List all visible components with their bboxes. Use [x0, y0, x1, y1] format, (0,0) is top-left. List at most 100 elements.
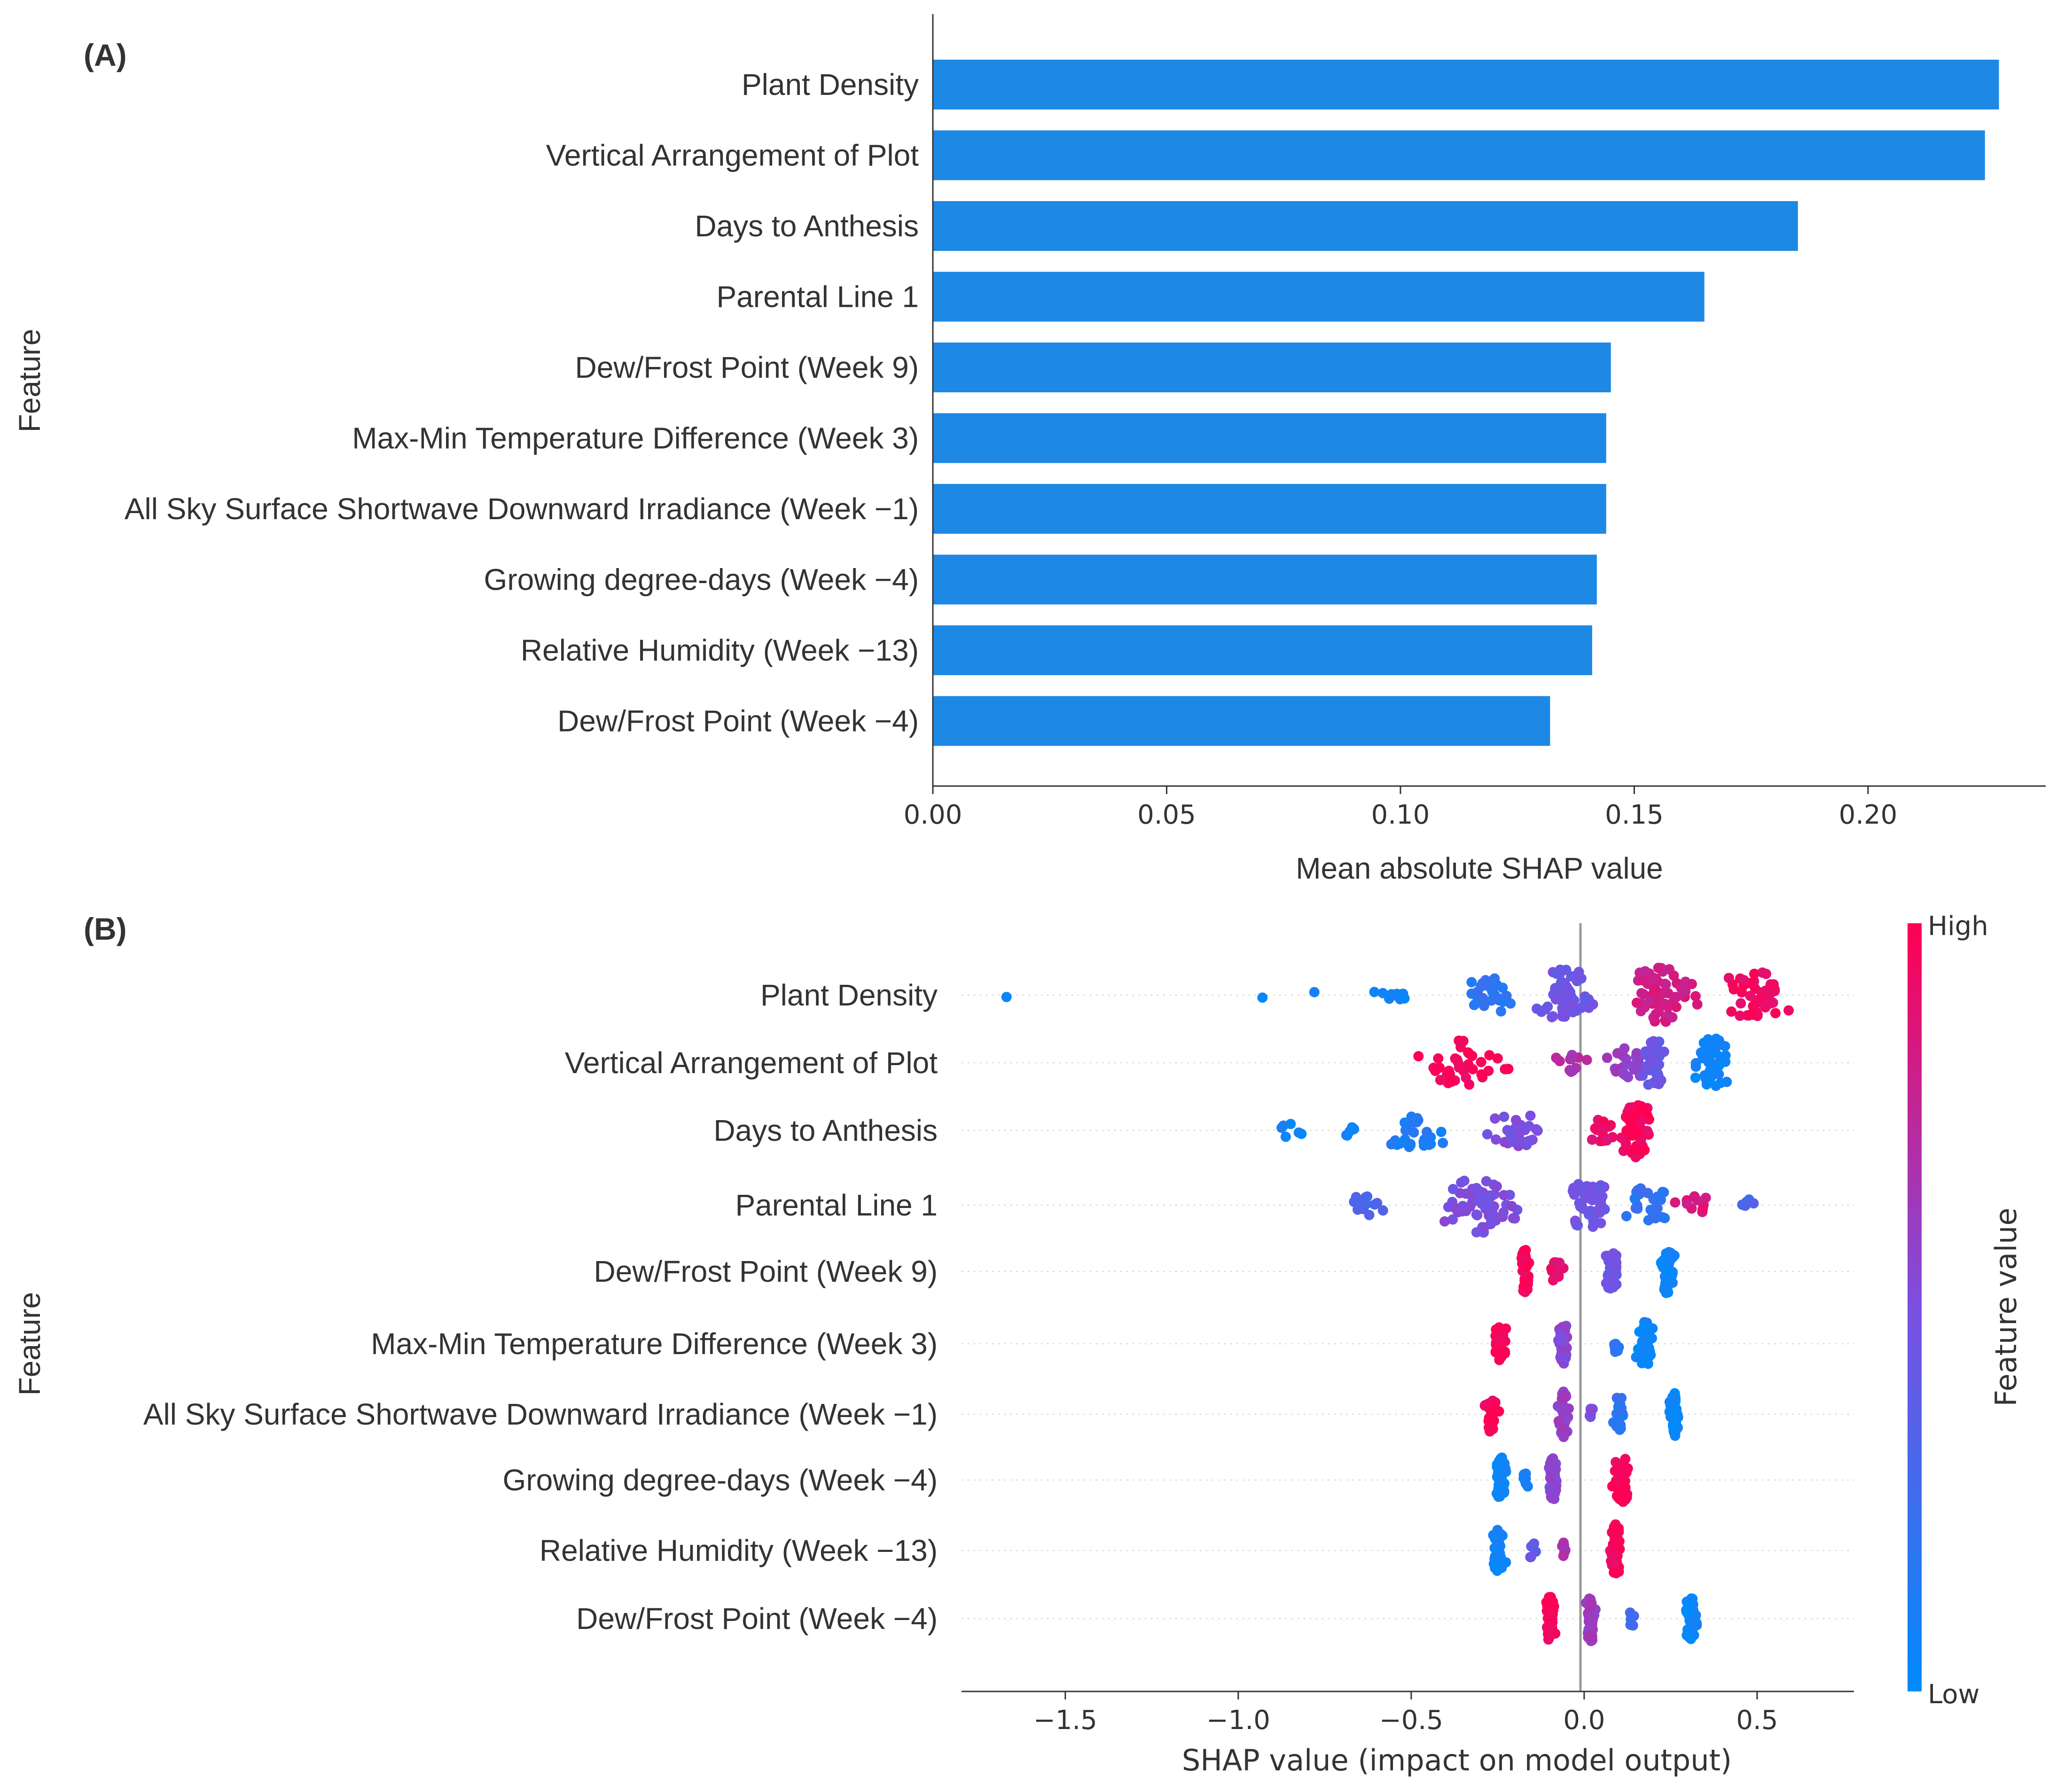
shap-dot: [1613, 1492, 1624, 1503]
shap-dot: [1471, 1209, 1482, 1220]
category-label: Dew/Frost Point (Week −4): [557, 704, 919, 738]
shap-dot: [1430, 1066, 1441, 1076]
shap-dot: [1629, 1145, 1640, 1155]
shap-dot: [1636, 988, 1647, 998]
shap-dot: [1621, 1142, 1632, 1153]
category-label: Dew/Frost Point (Week 9): [575, 351, 919, 384]
shap-dot: [1608, 1275, 1619, 1286]
shap-dot: [1705, 1066, 1715, 1076]
x-tick-label: 0.20: [1839, 800, 1898, 830]
shap-dot: [1364, 1209, 1375, 1220]
shap-dot: [1503, 1064, 1514, 1075]
shap-dot: [1519, 1280, 1530, 1291]
shap-dot: [1545, 1621, 1556, 1631]
shap-dot: [1510, 1114, 1521, 1125]
shap-dot: [1500, 1346, 1510, 1357]
shap-dot: [1404, 1142, 1415, 1153]
shap-dot: [1491, 1181, 1502, 1192]
shap-dot: [1547, 1493, 1557, 1504]
shap-dot: [1543, 1634, 1554, 1645]
shap-dot: [1641, 1107, 1652, 1118]
panel-b-beeswarm-dots: [1001, 963, 1794, 1646]
shap-dot: [1736, 998, 1746, 1009]
shap-dot: [1690, 991, 1701, 1002]
shap-dot: [1640, 1343, 1651, 1354]
shap-dot: [1631, 997, 1642, 1008]
shap-dot: [1494, 1475, 1504, 1486]
shap-dot: [1479, 1222, 1490, 1233]
category-label: Plant Density: [742, 68, 919, 101]
shap-dot: [1488, 988, 1499, 998]
shap-dot: [1621, 1054, 1632, 1065]
shap-dot: [1386, 989, 1397, 999]
shap-dot: [1520, 1468, 1531, 1479]
shap-dot: [1520, 1245, 1531, 1255]
shap-dot: [1278, 1120, 1289, 1131]
shap-dot: [1629, 1193, 1640, 1204]
shap-dot: [1584, 1598, 1595, 1609]
x-tick-label: 0.5: [1736, 1705, 1778, 1736]
category-label: Parental Line 1: [716, 280, 919, 314]
shap-dot: [1613, 1401, 1624, 1412]
shap-dot: [1438, 1138, 1448, 1148]
shap-dot: [1690, 1072, 1701, 1083]
x-tick-label: −0.5: [1379, 1705, 1443, 1736]
shap-dot: [1651, 1205, 1662, 1215]
shap-dot: [1663, 1002, 1674, 1013]
category-label: Max-Min Temperature Difference (Week 3): [352, 421, 919, 455]
shap-dot: [1669, 1420, 1680, 1431]
category-label: Max-Min Temperature Difference (Week 3): [371, 1327, 938, 1361]
shap-dot: [1418, 1140, 1429, 1151]
shap-dot: [1469, 999, 1479, 1010]
shap-dot: [1495, 1006, 1506, 1017]
shap-dot: [1653, 963, 1664, 974]
panel-b-category-labels: Plant Density Vertical Arrangement of Plo…: [143, 978, 938, 1636]
shap-dot: [1748, 1198, 1759, 1209]
panel-a-bars: [933, 60, 1999, 746]
shap-dot: [1608, 1417, 1619, 1428]
bar-dew-frost-point-week-4: [933, 696, 1550, 746]
shap-dot: [1740, 1200, 1751, 1211]
shap-dot: [1457, 1200, 1468, 1211]
shap-dot: [1713, 1035, 1724, 1046]
shap-dot: [1369, 987, 1380, 997]
shap-dot: [1667, 1395, 1678, 1405]
shap-dot: [1588, 1614, 1598, 1625]
shap-dot: [1443, 1201, 1454, 1212]
shap-dot: [1642, 1126, 1653, 1137]
shap-dot: [1542, 1598, 1553, 1609]
bar-plant-density: [933, 60, 1999, 109]
shap-dot: [1654, 1059, 1665, 1070]
shap-dot: [1645, 996, 1656, 1006]
colorbar-high-label: High: [1928, 911, 1988, 942]
shap-dot: [1488, 1400, 1499, 1410]
shap-dot: [1570, 1215, 1580, 1226]
shap-dot: [1657, 1212, 1668, 1223]
category-label: Days to Anthesis: [713, 1114, 938, 1147]
shap-dot: [1395, 1138, 1406, 1149]
shap-dot: [1723, 973, 1734, 983]
shap-dot: [1642, 1358, 1653, 1369]
shap-dot: [1486, 1216, 1497, 1227]
shap-dot: [1439, 1216, 1450, 1227]
shap-dot: [1581, 1054, 1592, 1065]
shap-dot: [1476, 1057, 1486, 1067]
panel-a-x-ticks: 0.00 0.05 0.10 0.15 0.20: [904, 786, 1898, 830]
x-tick-label: −1.0: [1206, 1705, 1270, 1736]
shap-dot: [1549, 1272, 1560, 1283]
shap-dot: [1280, 1131, 1291, 1142]
shap-dot: [1602, 1052, 1612, 1063]
shap-dot: [1492, 1564, 1503, 1575]
shap-dot: [1489, 1553, 1500, 1564]
x-tick-label: 0.0: [1563, 1705, 1605, 1736]
shap-dot: [1536, 1006, 1547, 1017]
shap-dot: [1411, 1117, 1422, 1128]
x-tick-label: 0.15: [1605, 800, 1664, 830]
shap-dot: [1616, 1467, 1627, 1478]
shap-dot: [1578, 1203, 1588, 1214]
shap-dot: [1358, 1197, 1369, 1208]
shap-dot: [1477, 978, 1488, 989]
shap-dot: [1748, 1001, 1759, 1012]
shap-dot: [1521, 1262, 1532, 1272]
